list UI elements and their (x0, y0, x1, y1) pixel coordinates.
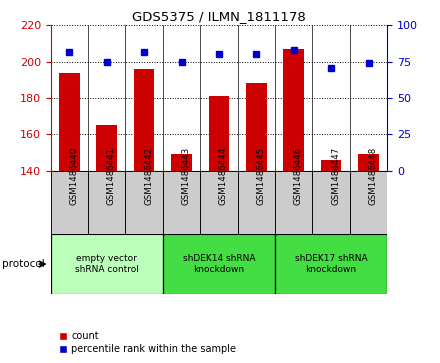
Text: GSM1486448: GSM1486448 (368, 147, 378, 205)
Bar (350, 171, 387, 234)
Bar (312, 171, 350, 234)
Text: GSM1486446: GSM1486446 (294, 147, 303, 205)
Bar (88, 171, 125, 234)
Text: GSM1486447: GSM1486447 (331, 147, 340, 205)
Text: GSM1486444: GSM1486444 (219, 147, 228, 205)
Title: GDS5375 / ILMN_1811178: GDS5375 / ILMN_1811178 (132, 10, 306, 23)
Text: shDEK17 shRNA
knockdown: shDEK17 shRNA knockdown (295, 254, 367, 274)
Bar (96, 125, 117, 171)
Bar (246, 83, 267, 171)
Text: GSM1486443: GSM1486443 (181, 147, 191, 205)
Bar (283, 49, 304, 171)
Text: GSM1486442: GSM1486442 (144, 147, 153, 205)
Bar (321, 160, 341, 171)
Bar (358, 154, 379, 171)
Text: empty vector
shRNA control: empty vector shRNA control (75, 254, 139, 274)
Bar (275, 171, 312, 234)
Bar (200, 171, 238, 234)
Legend: count, percentile rank within the sample: count, percentile rank within the sample (55, 327, 240, 358)
Bar (238, 171, 275, 234)
Text: protocol: protocol (2, 259, 45, 269)
Text: GSM1486445: GSM1486445 (256, 147, 265, 205)
Bar (125, 171, 163, 234)
Bar (51, 234, 163, 294)
Bar (209, 96, 229, 171)
Bar (163, 171, 200, 234)
Text: GSM1486440: GSM1486440 (70, 147, 78, 205)
Bar (171, 154, 192, 171)
Bar (275, 234, 387, 294)
Bar (59, 73, 80, 171)
Text: GSM1486441: GSM1486441 (107, 147, 116, 205)
Bar (163, 234, 275, 294)
Text: shDEK14 shRNA
knockdown: shDEK14 shRNA knockdown (183, 254, 255, 274)
Bar (51, 171, 88, 234)
Bar (134, 69, 154, 171)
